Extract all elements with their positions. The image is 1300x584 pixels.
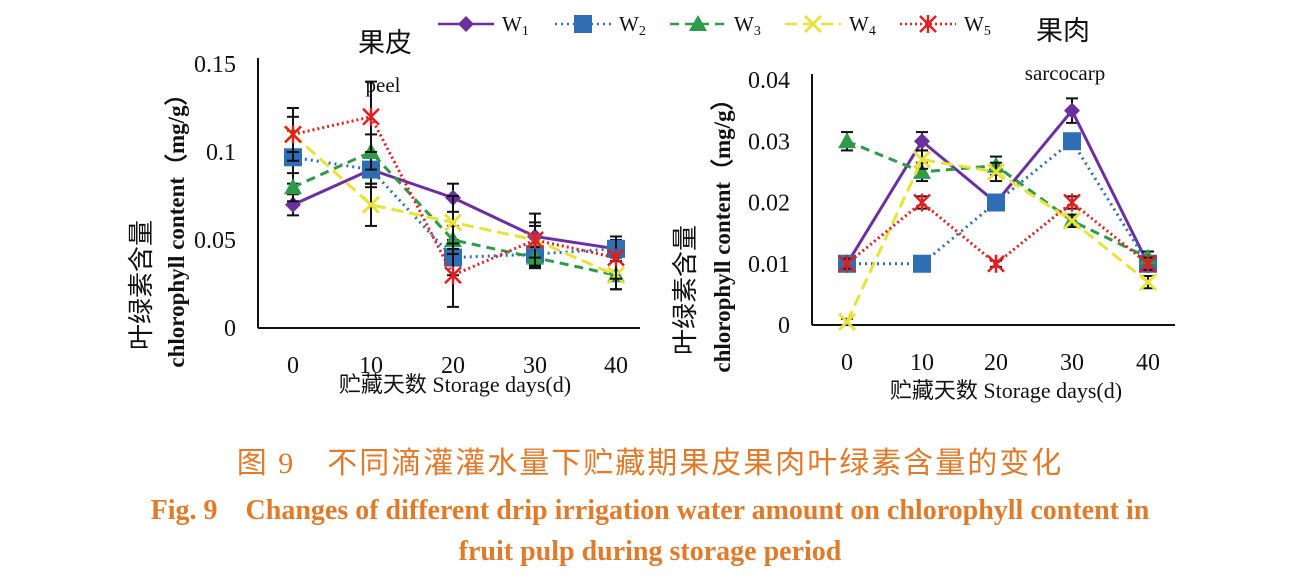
data-point-asterisk-icon [607,248,625,267]
y-tick-label: 0 [224,316,236,342]
chart-title-en: sarcocarp [1025,61,1105,85]
x-tick-label: 0 [287,353,299,379]
data-point-triangle-icon [284,178,302,195]
legend-label-subscript: 3 [754,24,761,39]
data-point-square-icon [913,254,931,273]
chart-title-cn: 果肉 [1036,16,1090,46]
y-axis-label-cn: 叶绿素含量 [671,225,700,355]
y-axis-label-en: chlorophyll content（mg/g） [163,82,189,367]
caption-chinese: 图 9 不同滴灌灌水量下贮藏期果皮果肉叶绿素含量的变化 [236,447,1064,480]
legend-label-subscript: 1 [522,24,529,39]
legend-label-subscript: 4 [869,24,876,39]
x-tick-label: 30 [1060,350,1084,376]
data-point-asterisk-icon [1063,193,1081,212]
data-point-x-icon [837,312,857,331]
y-tick-label: 0.01 [748,252,790,278]
legend-item-w1: W1 [438,12,529,39]
data-point-diamond-icon [1064,102,1080,119]
data-point-x-icon [912,150,932,169]
data-point-asterisk-icon [284,125,302,144]
series-line [847,139,1150,266]
y-axis-label-cn: 叶绿素含量 [127,220,156,350]
legend-label: W4 [849,12,876,39]
data-point-x-icon [1138,273,1158,292]
x-axis-label: 贮藏天数 Storage days(d) [339,372,571,397]
series-line [292,115,617,278]
legend-item-w2: W2 [555,12,646,39]
x-tick-label: 10 [359,353,383,379]
legend: W1 W2 W3 W4 W5 [438,12,991,39]
legend-label: W1 [502,12,529,39]
legend-item-w5: W5 [900,12,991,39]
legend-marker-triangle-icon [689,15,707,31]
legend-label-subscript: 5 [984,24,991,39]
chart-title-cn: 果皮 [358,28,412,58]
x-tick-label: 40 [1136,350,1160,376]
legend-marker-diamond-icon [458,16,474,32]
series-w4 [837,149,1158,331]
y-tick-label: 0 [778,313,790,339]
legend-label-subscript: 2 [639,24,646,39]
data-point-asterisk-icon [987,254,1005,273]
data-point-diamond-icon [914,133,930,150]
x-tick-label: 40 [604,353,628,379]
series-w5 [284,80,625,308]
series-w1 [839,97,1156,272]
legend-label: W2 [619,12,646,39]
legend-label: W5 [964,12,991,39]
data-point-triangle-icon [913,162,931,179]
data-point-x-icon [1062,211,1082,230]
series-line [845,107,1150,265]
data-point-triangle-icon [838,132,856,149]
legend-item-w4: W4 [785,12,876,39]
data-point-square-icon [1063,132,1081,151]
y-tick-label: 0.04 [748,68,790,94]
data-point-asterisk-icon [838,254,856,273]
data-point-x-icon [443,213,463,232]
y-tick-label: 0.05 [194,228,236,254]
legend-marker-x-icon [803,14,823,34]
legend-marker-asterisk-icon [919,15,937,33]
legend-item-w3: W3 [670,12,761,39]
series-line [845,157,1149,323]
x-tick-label: 30 [523,353,547,379]
series-w5 [838,193,1157,273]
y-axis-label-en: chlorophyll content（mg/g） [709,87,735,372]
legend-marker-square-icon [574,15,592,33]
caption-english-line2: fruit pulp during storage period [458,536,842,567]
x-tick-label: 0 [841,350,853,376]
data-point-asterisk-icon [444,266,462,285]
x-axis-label: 贮藏天数 Storage days(d) [890,378,1122,403]
caption-english-line1: Fig. 9 Changes of different drip irrigat… [150,495,1150,526]
data-point-x-icon [986,162,1006,181]
data-point-x-icon [361,195,381,214]
data-point-asterisk-icon [913,193,931,212]
y-tick-label: 0.03 [748,129,790,155]
data-point-asterisk-icon [526,231,544,249]
legend-label: W3 [734,12,761,39]
x-tick-label: 10 [910,350,934,376]
x-tick-label: 20 [441,353,465,379]
data-point-square-icon [987,193,1005,212]
y-tick-label: 0.1 [206,140,236,166]
y-tick-label: 0.02 [748,191,790,217]
data-point-asterisk-icon [1139,254,1157,273]
y-tick-label: 0.15 [194,52,236,78]
chlorophyll-figure: W1 W2 W3 W4 W5 00.050.10.150 10 20 30 40果皮peel叶绿… [127,12,1175,403]
series-line [292,150,617,277]
data-point-asterisk-icon [362,107,380,126]
chart-sarcocarp: 0 0.01 0.02 0.03 0.04 0 10 20 30 40 果肉 sarcocarp 叶绿素… [671,16,1175,403]
series-line [846,200,1149,266]
x-tick-label: 20 [984,350,1008,376]
